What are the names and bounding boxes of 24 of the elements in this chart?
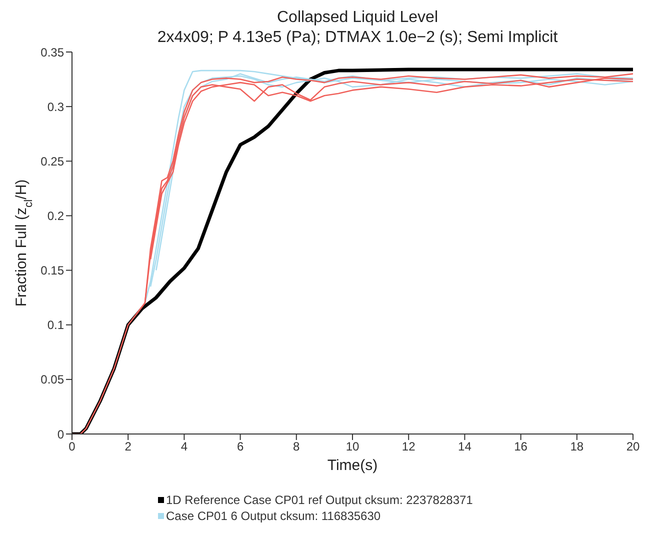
y-tick-label: 0.1 — [47, 318, 64, 332]
x-axis-title: Time(s) — [327, 457, 378, 474]
legend-label: Case CP01 6 Output cksum: 116835630 — [166, 508, 381, 524]
chart-subtitle: 2x4x09; P 4.13e5 (Pa); DTMAX 1.0e−2 (s); Semi Implicit — [156, 28, 559, 48]
x-tick-label: 16 — [514, 440, 528, 454]
legend-label: 1D Reference Case CP01 ref Output cksum: 2237828371 — [166, 492, 473, 508]
y-tick-label: 0.2 — [47, 208, 64, 223]
x-tick-label: 10 — [346, 440, 360, 454]
chart-title: Collapsed Liquid Level — [276, 8, 439, 28]
y-tick-label: 0.05 — [40, 372, 64, 387]
x-tick-label: 20 — [626, 440, 640, 454]
x-tick-label: 18 — [570, 440, 584, 454]
x-tick-label: 12 — [402, 440, 416, 454]
y-tick-label: 0.3 — [47, 100, 64, 114]
x-tick-label: 4 — [180, 440, 188, 454]
y-tick-label: 0.15 — [40, 264, 64, 278]
x-tick-label: 14 — [458, 440, 472, 454]
y-tick-label: 0.35 — [40, 45, 64, 60]
y-tick-label: 0 — [57, 427, 64, 442]
x-tick-label: 6 — [236, 440, 244, 454]
x-tick-label: 2 — [124, 440, 132, 454]
y-tick-label: 0.25 — [40, 154, 64, 168]
x-tick-label: 8 — [293, 440, 300, 454]
x-tick-label: 0 — [68, 440, 76, 454]
